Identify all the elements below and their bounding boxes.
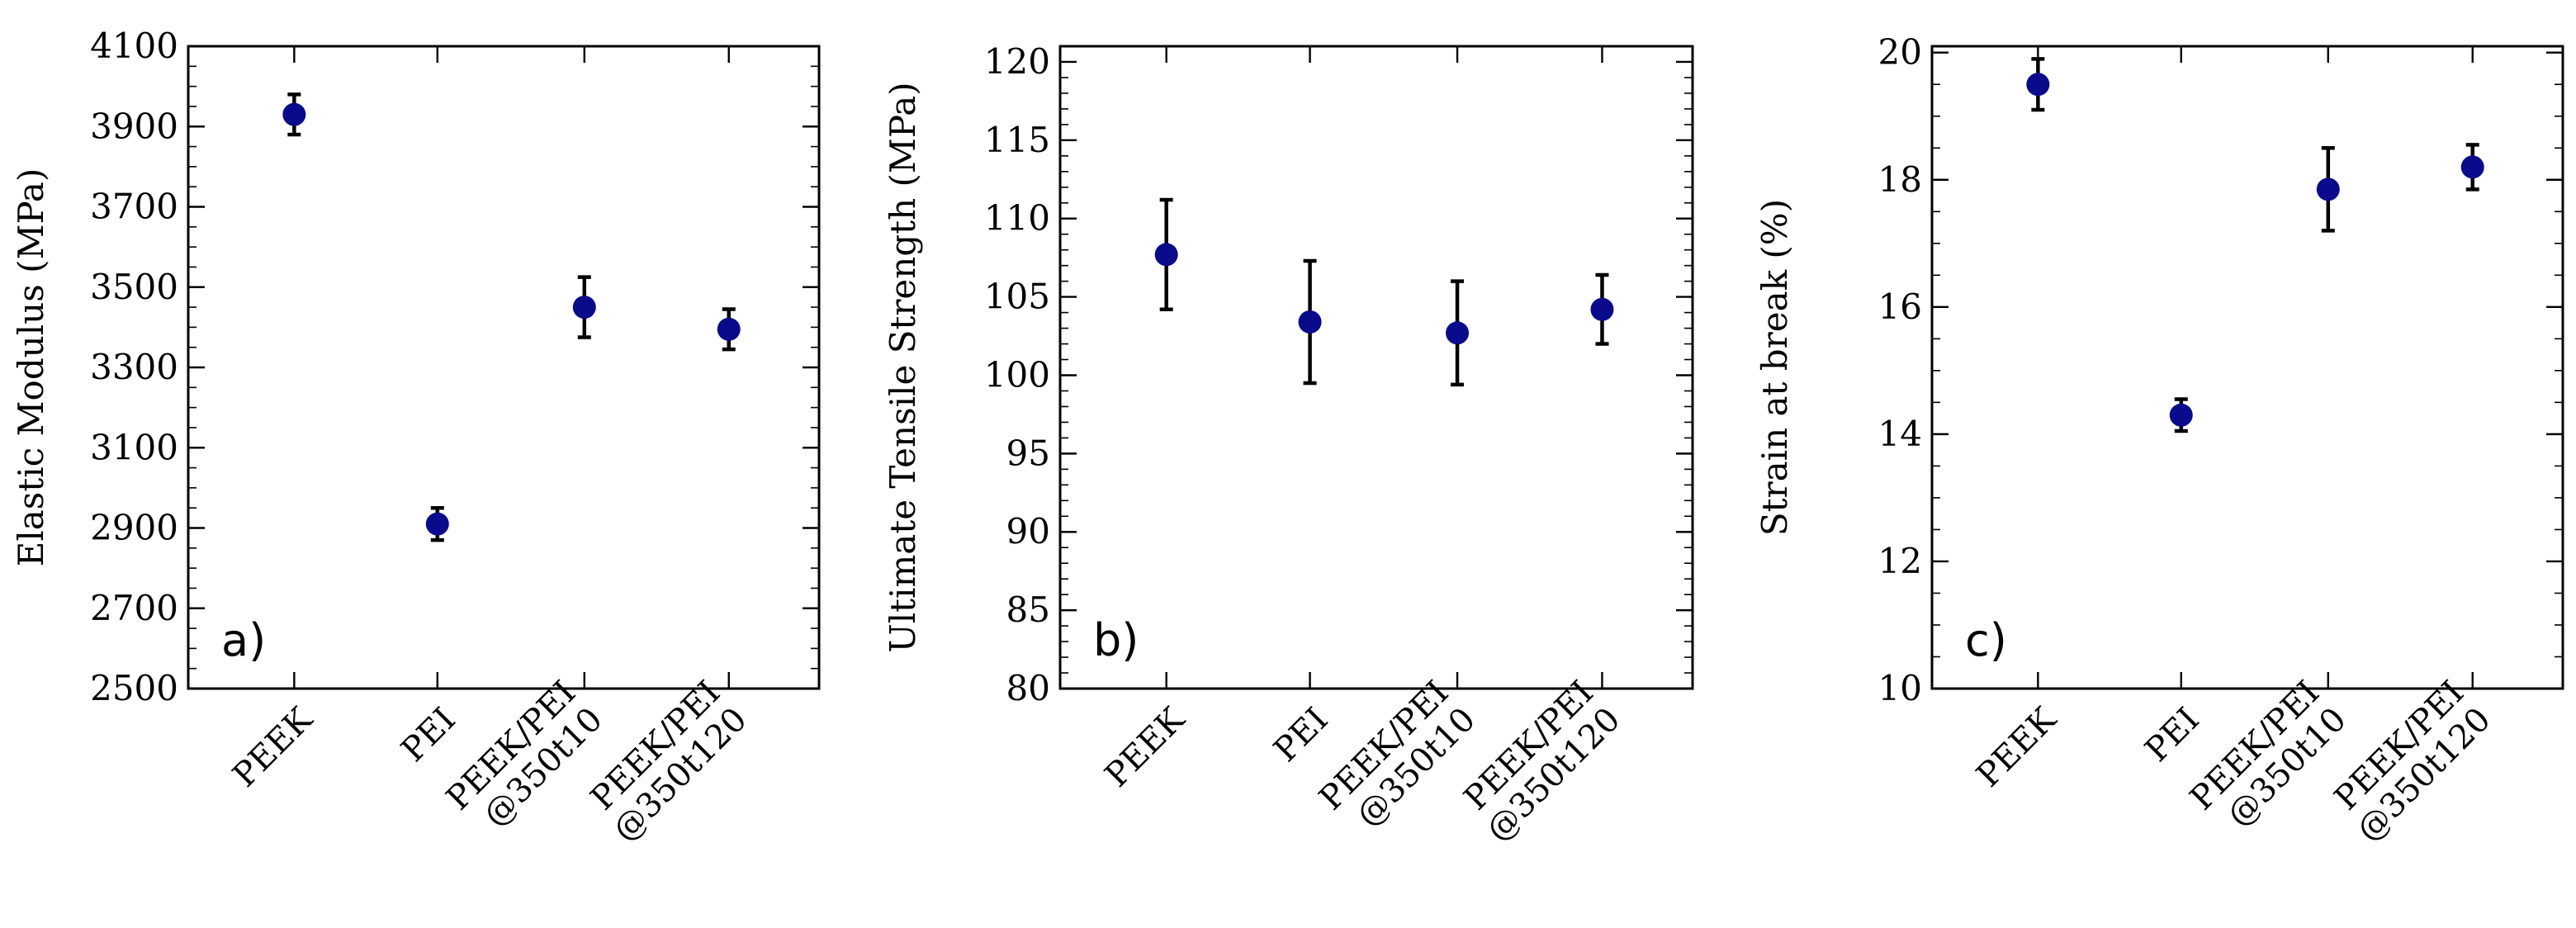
data-point bbox=[2316, 178, 2340, 201]
x-category-label: PEEK/PEI@350t120 bbox=[1452, 674, 1628, 850]
data-point bbox=[2169, 403, 2193, 427]
y-tick-label: 100 bbox=[984, 354, 1050, 395]
x-category-label: PEI bbox=[1267, 700, 1335, 769]
y-tick-label: 115 bbox=[984, 120, 1050, 160]
y-tick-label: 2700 bbox=[90, 588, 178, 628]
y-axis-label: Elastic Modulus (MPa) bbox=[11, 168, 51, 567]
data-point bbox=[2460, 155, 2484, 179]
x-category-label: PEEK bbox=[1969, 700, 2064, 795]
y-tick-label: 20 bbox=[1878, 32, 1922, 73]
data-point bbox=[282, 102, 306, 126]
plot-frame bbox=[1930, 45, 2564, 690]
y-tick-label: 16 bbox=[1878, 286, 1922, 327]
plot-frame bbox=[1058, 45, 1694, 690]
x-category-label: PEEK/PEI@350t10 bbox=[1312, 674, 1483, 845]
y-tick-label: 80 bbox=[1006, 668, 1050, 708]
y-tick-label: 95 bbox=[1006, 433, 1050, 473]
y-tick-label: 3900 bbox=[90, 106, 178, 146]
x-category-label-line: PEEK bbox=[1969, 700, 2064, 795]
x-category-label: PEEK bbox=[1098, 700, 1193, 795]
data-point bbox=[1590, 297, 1614, 321]
data-point bbox=[1298, 310, 1322, 334]
y-tick-label: 3700 bbox=[90, 187, 178, 227]
y-tick-label: 105 bbox=[984, 277, 1050, 317]
panel-tag: a) bbox=[221, 614, 266, 666]
y-tick-label: 2900 bbox=[90, 508, 178, 548]
y-tick-label: 18 bbox=[1878, 159, 1922, 200]
y-tick-label: 2500 bbox=[90, 668, 178, 708]
y-tick-label: 90 bbox=[1006, 511, 1050, 552]
y-tick-label: 110 bbox=[984, 198, 1050, 239]
y-tick-label: 4100 bbox=[90, 26, 178, 66]
x-category-label-line: PEI bbox=[2138, 700, 2206, 769]
y-tick-label: 85 bbox=[1006, 589, 1050, 630]
x-category-label-line: PEEK bbox=[225, 700, 320, 795]
y-tick-label: 3100 bbox=[90, 427, 178, 467]
y-axis-label: Ultimate Tensile Strength (MPa) bbox=[883, 82, 923, 652]
y-tick-label: 3500 bbox=[90, 267, 178, 307]
y-axis-label: Strain at break (%) bbox=[1754, 199, 1795, 536]
x-category-label: PEI bbox=[394, 700, 462, 769]
y-tick-label: 12 bbox=[1878, 541, 1922, 581]
data-point bbox=[2026, 73, 2050, 97]
panel-1: 2500 2700 2900 3100 3300 3500 3700 3900 4100 PEEK… bbox=[11, 26, 821, 850]
plot-frame bbox=[187, 45, 821, 690]
y-tick-label: 14 bbox=[1878, 414, 1922, 454]
y-tick-label: 120 bbox=[984, 41, 1050, 82]
data-point bbox=[717, 317, 741, 341]
panel-3: 10 12 14 16 18 20 PEEK PEIPEEK/PEI@350t10PEEK/P… bbox=[1754, 32, 2564, 850]
y-tick-label: 3300 bbox=[90, 347, 178, 387]
x-category-label: PEEK/PEI@350t120 bbox=[2323, 674, 2498, 850]
panel-tag: b) bbox=[1093, 614, 1139, 666]
x-category-label: PEEK bbox=[225, 700, 320, 795]
y-tick-label: 10 bbox=[1878, 668, 1922, 708]
x-category-label: PEI bbox=[2138, 700, 2206, 769]
data-point bbox=[1154, 243, 1178, 267]
x-category-label-line: PEI bbox=[394, 700, 462, 769]
x-category-label: PEEK/PEI@350t10 bbox=[2183, 674, 2354, 845]
panel-tag: c) bbox=[1965, 614, 2007, 666]
x-category-label: PEEK/PEI@350t10 bbox=[439, 674, 610, 845]
data-point bbox=[572, 296, 596, 320]
x-category-label: PEEK/PEI@350t120 bbox=[579, 674, 755, 850]
x-category-label-line: PEI bbox=[1267, 700, 1335, 769]
data-point bbox=[425, 512, 449, 536]
data-point bbox=[1446, 321, 1470, 345]
x-category-label-line: PEEK bbox=[1098, 700, 1193, 795]
